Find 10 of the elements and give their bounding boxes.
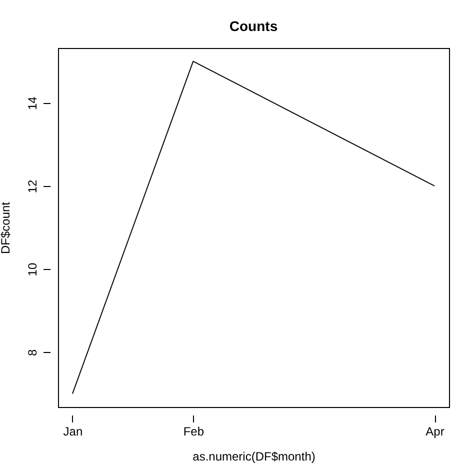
x-tick-label: Jan [63, 424, 83, 438]
x-tick-label: Feb [183, 424, 204, 438]
y-tick-label: 8 [26, 348, 40, 356]
y-tick-label: 12 [26, 179, 40, 194]
y-tick-label: 14 [26, 96, 40, 110]
y-tick-label: 10 [26, 262, 40, 276]
y-axis-title: DF$count [0, 201, 12, 254]
x-axis-title: as.numeric(DF$month) [192, 450, 316, 464]
chart-title: Counts [229, 18, 278, 34]
x-tick-label: Apr [426, 424, 444, 438]
